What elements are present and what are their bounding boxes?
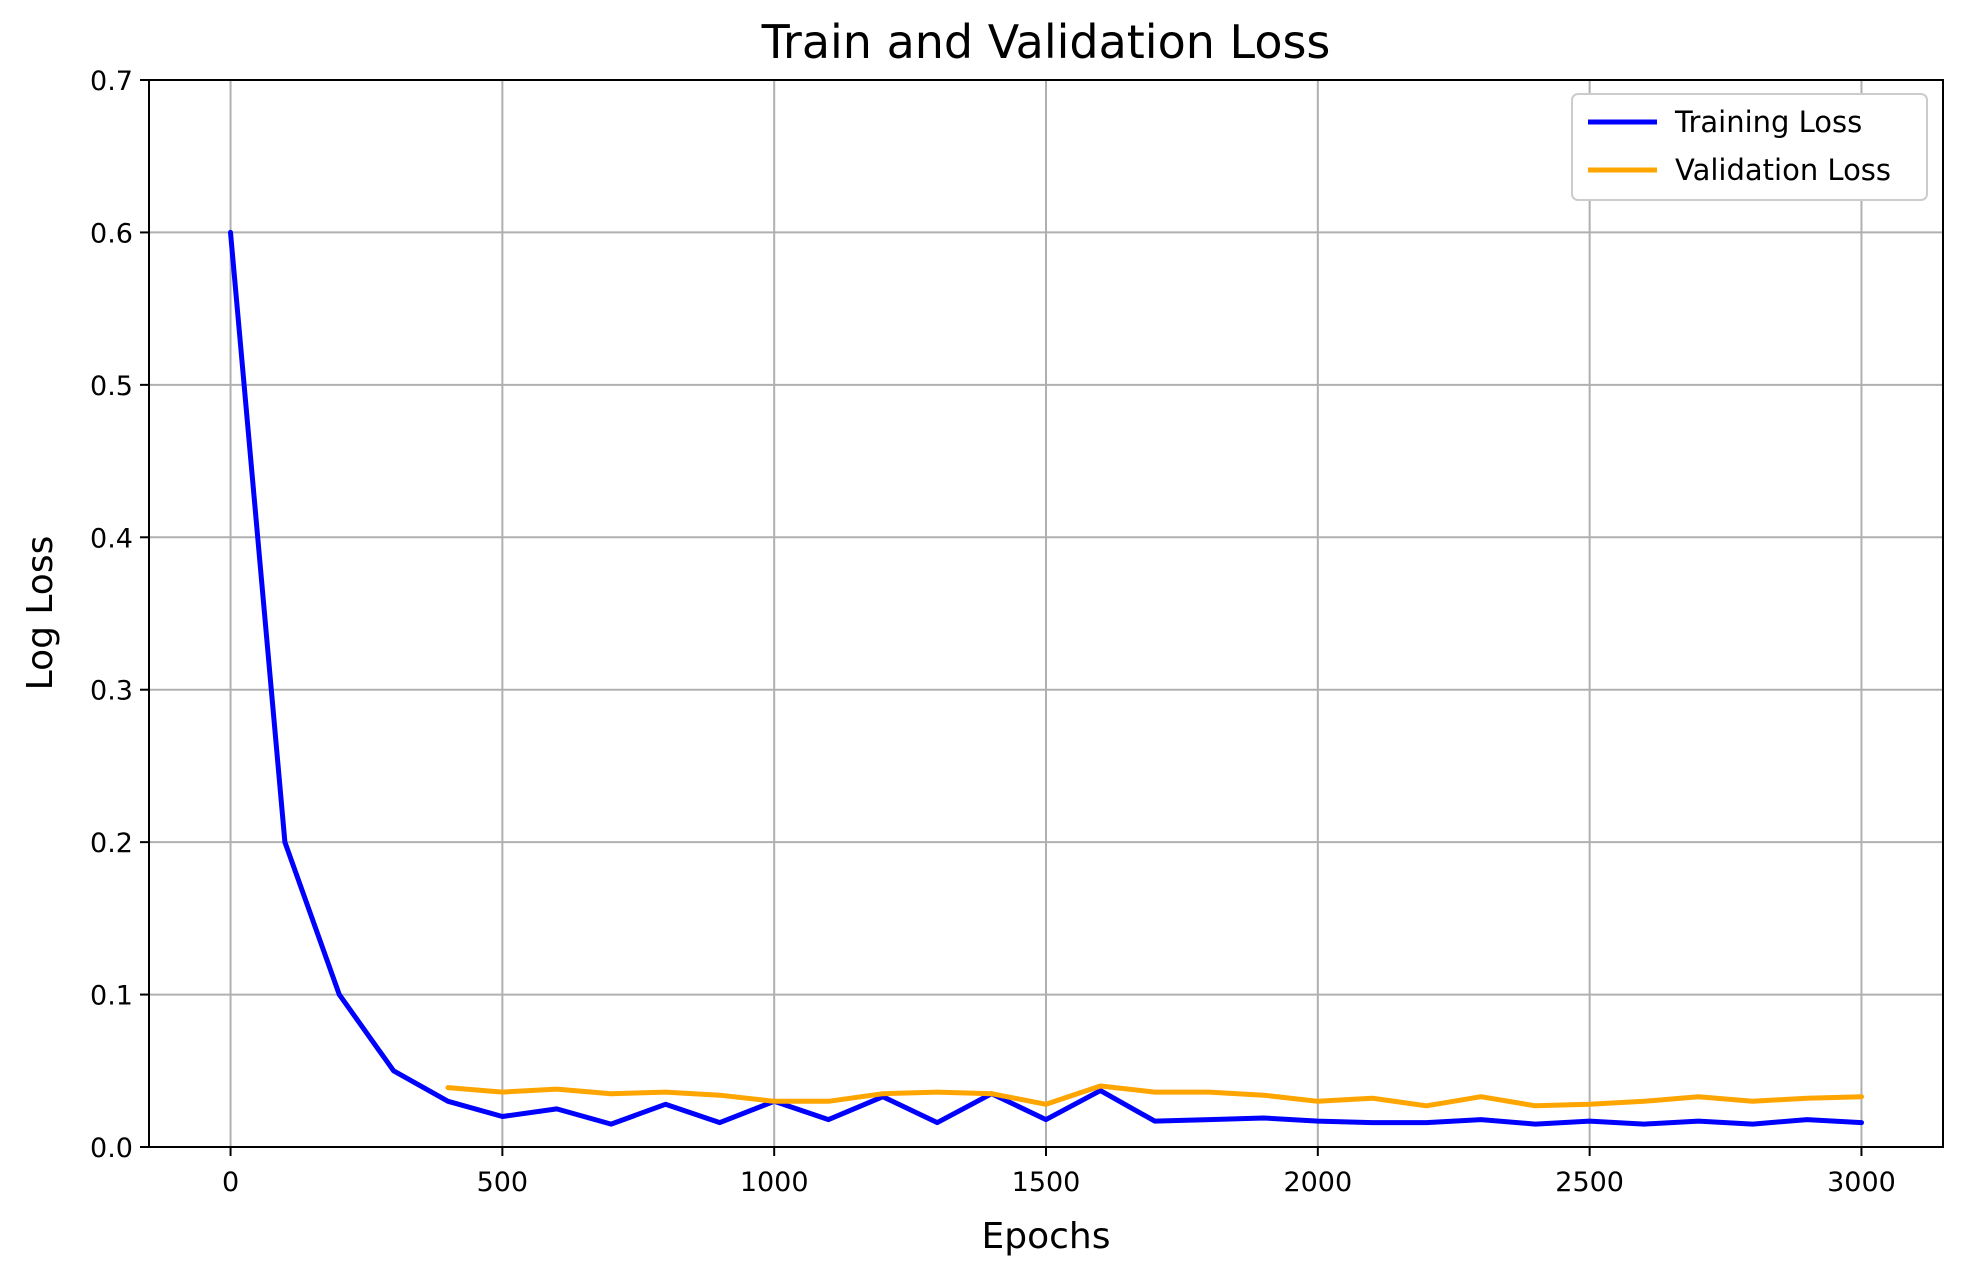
x-tick-label: 2000 bbox=[1283, 1167, 1352, 1198]
y-tick-label: 0.4 bbox=[90, 523, 133, 554]
x-axis-ticks: 0 500 1000 1500 2000 2500 3000 bbox=[222, 1147, 1896, 1198]
x-tick-label: 1500 bbox=[1012, 1167, 1081, 1198]
chart-title: Train and Validation Loss bbox=[761, 15, 1331, 69]
x-tick-label: 1000 bbox=[740, 1167, 809, 1198]
legend: Training Loss Validation Loss bbox=[1571, 93, 1928, 201]
legend-label-validation-loss: Validation Loss bbox=[1675, 153, 1891, 187]
x-tick-label: 2500 bbox=[1555, 1167, 1624, 1198]
series-line-training-loss bbox=[228, 229, 1864, 1127]
series-lines bbox=[228, 229, 1864, 1127]
x-tick-label: 3000 bbox=[1827, 1167, 1896, 1198]
y-tick-label: 0.2 bbox=[90, 828, 133, 859]
axes-frame bbox=[148, 79, 1944, 1148]
y-tick-label: 0.1 bbox=[90, 981, 133, 1012]
y-tick-label: 0.0 bbox=[90, 1133, 133, 1164]
x-axis-label: Epochs bbox=[982, 1216, 1111, 1257]
legend-label-training-loss: Training Loss bbox=[1674, 105, 1862, 139]
y-tick-label: 0.7 bbox=[90, 66, 133, 97]
legend-box bbox=[1571, 93, 1928, 201]
series-line-validation-loss bbox=[445, 1083, 1864, 1109]
y-tick-label: 0.3 bbox=[90, 676, 133, 707]
x-tick-label: 0 bbox=[222, 1167, 239, 1198]
y-axis-label: Log Loss bbox=[20, 536, 61, 691]
y-axis-ticks: 0.0 0.1 0.2 0.3 0.4 0.5 0.6 0.7 bbox=[90, 66, 149, 1164]
y-tick-label: 0.6 bbox=[90, 218, 133, 249]
x-tick-label: 500 bbox=[477, 1167, 529, 1198]
y-tick-label: 0.5 bbox=[90, 371, 133, 402]
